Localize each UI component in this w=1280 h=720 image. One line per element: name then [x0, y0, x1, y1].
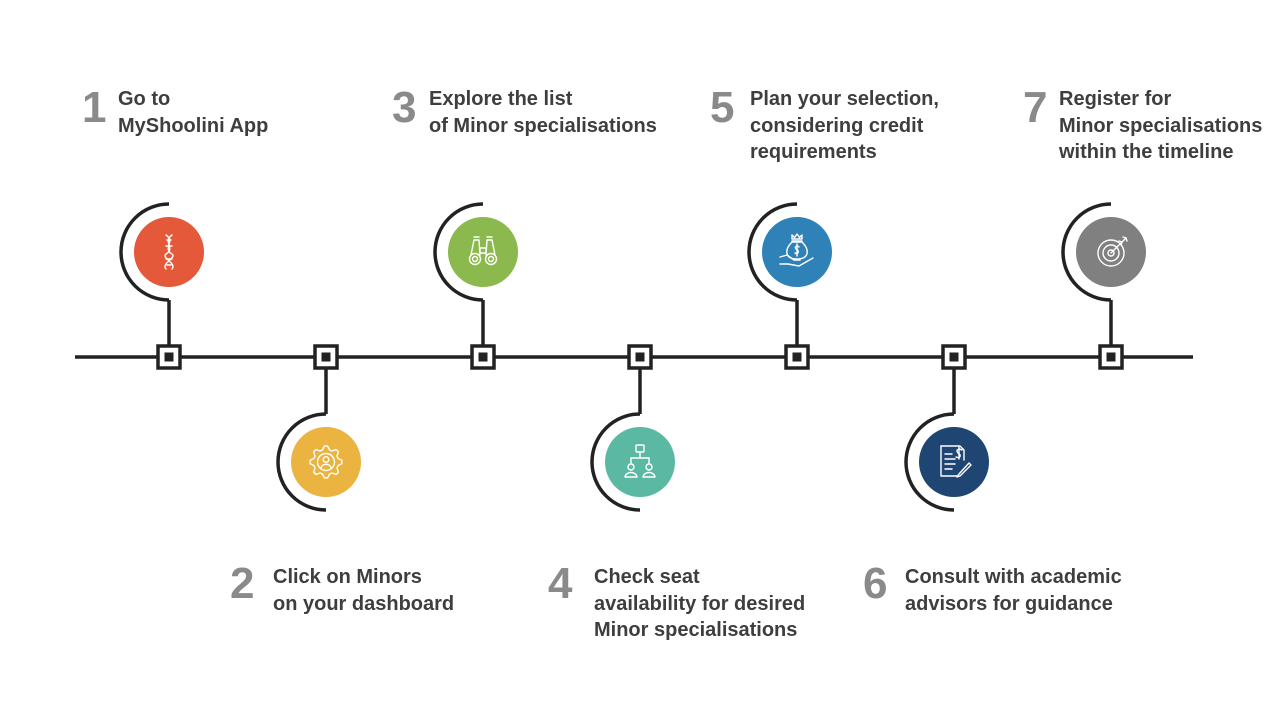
step-3-circle — [448, 217, 518, 287]
step-1-node — [119, 202, 204, 370]
step-3-line-2: of Minor specialisations — [429, 114, 657, 137]
step-4-line-2: availability for desired — [594, 592, 806, 615]
step-1-marker-dot — [164, 352, 174, 362]
step-2-line-1: Click on Minors — [273, 566, 422, 588]
step-7-text: Register for Minor specialisations withi… — [1059, 86, 1262, 166]
step-3-text: Explore the list of Minor specialisation… — [429, 86, 657, 139]
step-7-circle — [1076, 217, 1146, 287]
step-5-text: Plan your selection, considering credit … — [750, 86, 939, 166]
step-2-arc — [276, 412, 327, 512]
contract-icon — [940, 445, 972, 478]
step-7-node — [1061, 202, 1146, 370]
step-5-line-3: requirements — [750, 141, 877, 163]
step-3-arc — [433, 202, 484, 302]
step-1-number: 1 — [82, 83, 107, 132]
target-icon — [1097, 236, 1128, 267]
step-4-node — [590, 344, 675, 512]
step-4-arc — [590, 412, 641, 512]
step-6-circle — [919, 427, 989, 497]
step-1-line-2: MyShoolini App — [118, 114, 269, 137]
step-2-text: Click on Minors on your dashboard — [273, 564, 454, 617]
step-1-arc — [119, 202, 170, 302]
step-6-number: 6 — [863, 559, 888, 608]
step-2-node — [276, 344, 361, 512]
org-chart-icon — [624, 444, 656, 478]
step-5-arc — [747, 202, 798, 302]
step-6-line-1: Consult with academic — [905, 566, 1122, 588]
step-7-line-1: Register for — [1059, 88, 1172, 110]
step-1-text: Go to MyShoolini App — [118, 86, 268, 139]
step-7-number: 7 — [1023, 83, 1048, 132]
step-6-text: Consult with academic advisors for guida… — [905, 564, 1122, 617]
step-2-marker-dot — [321, 352, 331, 362]
step-7-marker-dot — [1106, 352, 1116, 362]
step-3-line-1: Explore the list — [429, 88, 573, 110]
step-6-node — [904, 344, 989, 512]
step-6-marker-dot — [949, 352, 959, 362]
step-1-line-1: Go to — [118, 88, 171, 110]
step-7-line-3: within the timeline — [1059, 141, 1234, 163]
step-4-line-3: Minor specialisations — [594, 619, 798, 641]
binoculars-icon — [468, 236, 498, 266]
step-3-marker-dot — [478, 352, 488, 362]
step-4-marker-dot — [635, 352, 645, 362]
step-4-circle — [605, 427, 675, 497]
step-6-line-2: advisors for guidance — [905, 592, 1113, 615]
step-5-line-2: considering credit — [750, 114, 924, 137]
money-hand-icon — [779, 233, 814, 267]
step-5-number: 5 — [710, 83, 735, 132]
step-5-marker-dot — [792, 352, 802, 362]
gear-person-icon — [309, 445, 343, 479]
step-2-number: 2 — [230, 559, 255, 608]
step-5-node — [747, 202, 832, 370]
step-6-arc — [904, 412, 955, 512]
step-4-text: Check seat availability for desired Mino… — [594, 564, 805, 644]
step-4-number: 4 — [548, 559, 573, 608]
step-2-line-2: on your dashboard — [273, 592, 455, 615]
step-4-line-1: Check seat — [594, 566, 700, 588]
step-3-node — [433, 202, 518, 370]
dna-icon — [164, 234, 174, 270]
step-3-number: 3 — [392, 83, 417, 132]
step-7-arc — [1061, 202, 1112, 302]
step-7-line-2: Minor specialisations — [1059, 114, 1263, 137]
step-5-line-1: Plan your selection, — [750, 88, 939, 110]
